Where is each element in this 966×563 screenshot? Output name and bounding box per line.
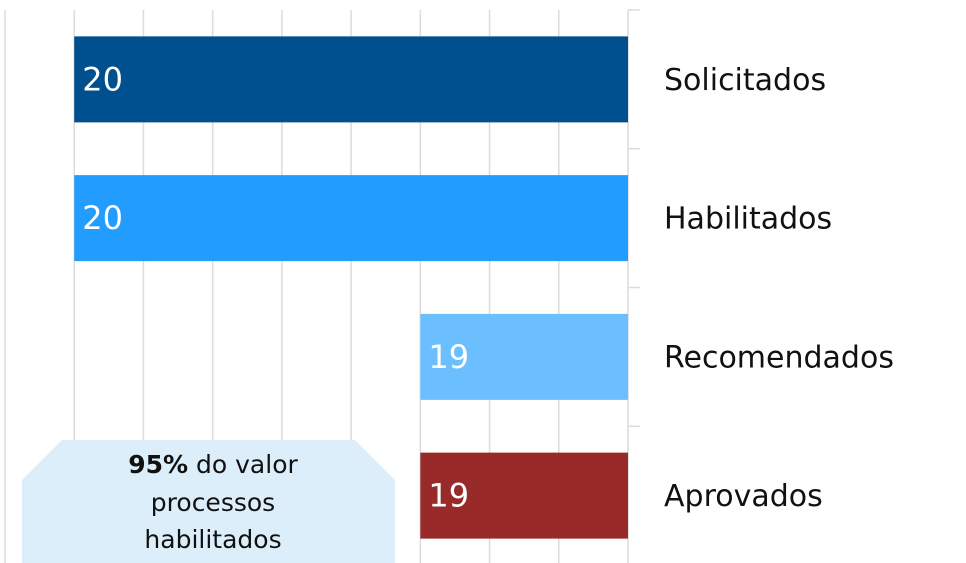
annotation-bold: 95%	[128, 450, 188, 479]
value-label: 19	[428, 477, 469, 515]
bar	[420, 452, 628, 539]
annotation: 95% do valor processos habilitados	[22, 440, 395, 563]
bar	[74, 175, 628, 262]
value-label: 19	[428, 338, 469, 376]
bar	[420, 313, 628, 400]
annotation-text: do valor	[196, 450, 298, 479]
annotation-line: processos	[151, 488, 275, 517]
category-label: Recomendados	[664, 340, 894, 375]
category-label: Aprovados	[664, 479, 823, 514]
bars: 20 Solicitados 20 Habilitados 19 Recomendados…	[74, 36, 894, 539]
annotation-line: 95% do valor	[128, 450, 298, 479]
annotation-box	[22, 440, 395, 563]
bar	[74, 36, 628, 123]
category-label: Solicitados	[664, 63, 826, 98]
category-label: Habilitados	[664, 202, 832, 237]
value-label: 20	[82, 199, 123, 237]
annotation-line: habilitados	[144, 525, 281, 554]
value-label: 20	[82, 60, 123, 98]
